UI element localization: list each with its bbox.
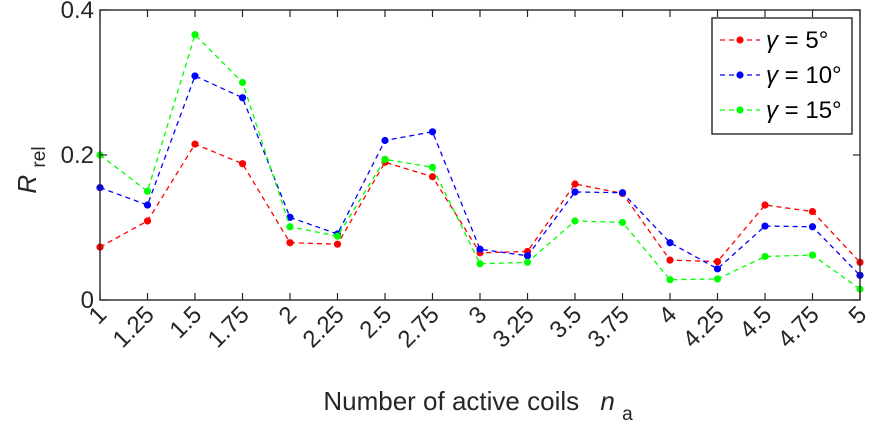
series-3-point [191,31,199,39]
series-1-point [238,160,247,168]
series-3-point [143,187,152,195]
series-2-point [523,252,532,260]
x-tick-label: 4.5 [735,301,778,344]
series-3-point [523,258,532,266]
legend-label-2: γ = 10° [766,62,842,89]
series-2-point [428,128,437,136]
series-1-point [333,240,342,248]
series-1-point [761,201,769,209]
series-3-point [428,163,437,171]
x-tick-label: 2.75 [393,301,445,353]
x-axis-symbol: n [600,386,614,416]
x-tick-label: 3.25 [488,301,540,353]
series-2-point [476,245,484,253]
y-axis-title: R rel [12,146,50,193]
legend-marker-3 [736,106,744,114]
series-2-line [99,75,861,276]
y-tick-label: 0 [81,287,94,314]
x-tick-label: 3.75 [583,301,635,353]
series-1-point [286,239,294,247]
x-tick-label: 4.75 [773,301,825,353]
x-tick-label: 4 [654,301,683,330]
series-2-point [618,189,627,197]
series-3-point [333,232,342,240]
y-tick-label: 0.4 [61,0,94,24]
series-2-point [666,239,674,247]
series-3-point [238,78,247,87]
series-1-point [571,180,579,188]
y-tick-label: 0.2 [61,142,94,169]
series-1-point [428,173,437,181]
x-tick-label: 5 [844,301,873,330]
legend-marker-2 [736,71,744,79]
x-axis-symbol-subscript: a [622,404,633,425]
series-2-point [761,222,769,230]
x-tick-label: 2.5 [355,301,398,344]
series-2-point [286,213,294,221]
series-2-point [143,201,152,209]
series-2-point [381,136,389,145]
legend-entry-1: γ = 5° [720,27,828,54]
legend-box [711,17,853,135]
series-3-point [666,276,674,284]
legend-symbol: γ [766,97,780,124]
legend-value: = 5° [778,27,828,54]
series-3-point [618,218,627,227]
legend: γ = 5°γ = 10°γ = 15° [711,17,853,135]
y-axis-symbol-subscript: rel [29,146,50,167]
legend-entry-3: γ = 15° [720,97,842,124]
series-3-point [761,252,769,261]
series-3-point [476,260,484,268]
series-1-point [666,256,674,264]
legend-symbol: γ [766,27,780,54]
legend-marker-1 [736,36,744,44]
x-tick-label: 3 [464,301,493,330]
x-tick-label: 4.25 [678,301,730,353]
series-2-point [713,265,722,273]
series-2-point [191,72,199,80]
legend-symbol: γ [766,62,780,89]
series-2-point [808,223,817,231]
legend-value: = 15° [778,97,842,124]
x-tick-label: 1.5 [165,301,208,344]
legend-entry-2: γ = 10° [720,62,842,89]
series-3-point [286,223,294,231]
x-axis-title-text: Number of active coils [323,386,579,416]
legend-label-1: γ = 5° [766,27,828,54]
series-1-point [713,257,722,266]
series-2-point [571,188,579,196]
x-tick-label: 2 [274,301,303,330]
series-3-point [381,155,389,163]
series-3-point [713,275,722,283]
series-2-point [238,94,247,102]
x-tick-label: 1 [84,301,113,330]
series-1-point [143,217,152,225]
series-1-point [808,207,817,216]
x-tick-label: 2.25 [298,301,350,353]
x-axis-title: Number of active coils n a [323,386,633,425]
x-tick-label: 1.25 [108,301,160,353]
x-tick-label: 1.75 [203,301,255,353]
x-tick-label: 3.5 [545,301,588,344]
series-3-point [808,251,817,259]
series-layer [96,31,864,293]
series-3-point [571,217,579,225]
legend-label-3: γ = 15° [766,97,842,124]
y-axis-symbol: R [12,175,42,194]
legend-value: = 10° [778,62,842,89]
series-1-point [191,140,199,148]
